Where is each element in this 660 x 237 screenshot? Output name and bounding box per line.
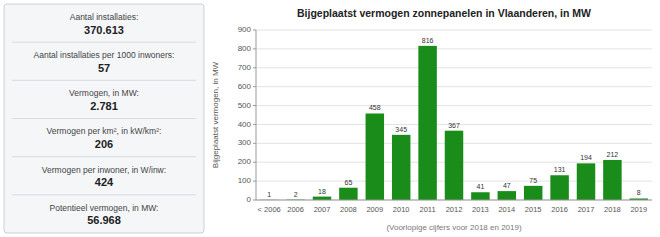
bar [392, 135, 410, 200]
y-axis: 0 100 200 300 400 500 600 700 800 900 [238, 25, 652, 204]
grid-line [256, 105, 652, 106]
x-tick-label: 2019 [630, 205, 647, 214]
key-figures-panel [4, 4, 204, 233]
data-label: 2 [294, 191, 298, 198]
y-tick-label: 500 [238, 101, 252, 110]
y-tick-label: 0 [247, 195, 252, 204]
bar [498, 191, 516, 200]
y-tick-label: 600 [238, 82, 252, 91]
data-label: 131 [554, 166, 566, 173]
bar [524, 186, 542, 200]
y-axis-label: Bijgeplaatst vermogen, in MW [211, 61, 220, 168]
key-figures: Aantal installaties: 370.613 Aantal instal… [4, 4, 204, 233]
bar [313, 197, 331, 200]
x-axis-line [256, 200, 652, 201]
y-tick-label: 700 [238, 63, 252, 72]
grid-line [256, 30, 652, 31]
y-tick-label: 900 [238, 25, 252, 34]
bar [550, 175, 568, 200]
data-labels: 1 2 18 65 458 345 816 367 41 47 75 131 194 212 8 [267, 37, 641, 198]
figure-label: Aantal installaties per 1000 inwoners: [34, 50, 175, 60]
data-label: 345 [395, 126, 407, 133]
y-tick-label: 100 [238, 176, 252, 185]
grid-line [256, 200, 652, 201]
figure-value: 206 [95, 138, 113, 150]
bar [603, 160, 621, 200]
y-tick-label: 800 [238, 44, 252, 53]
y-tick-label: 300 [238, 138, 252, 147]
x-axis-note: (Voorlopige cijfers voor 2018 en 2019) [386, 223, 522, 232]
bar [366, 113, 384, 200]
row-divider [12, 194, 196, 195]
data-label: 816 [422, 37, 434, 44]
x-tick-label: 2009 [366, 205, 383, 214]
row-divider [12, 156, 196, 157]
data-label: 212 [607, 151, 619, 158]
x-tick-label: 2007 [314, 205, 331, 214]
figure-value: 56.968 [87, 214, 121, 226]
data-label: 1 [267, 191, 271, 198]
x-tick-label: 2011 [420, 205, 436, 214]
data-label: 194 [580, 154, 592, 161]
grid-line [256, 48, 652, 49]
figure-label: Aantal installaties: [70, 12, 139, 22]
x-tick-label: 2013 [472, 205, 489, 214]
figure-value: 424 [95, 176, 114, 188]
figure-label: Vermogen per inwoner, in W/inw: [42, 165, 166, 175]
data-label: 41 [477, 183, 485, 190]
bar [471, 192, 489, 200]
bar [339, 188, 357, 200]
y-axis-line [256, 30, 257, 200]
figure-value: 370.613 [84, 24, 124, 36]
data-label: 18 [318, 188, 326, 195]
x-tick-label: 2006 [287, 205, 304, 214]
figure-label: Vermogen, in MW: [69, 88, 139, 98]
y-tick-label: 400 [238, 120, 252, 129]
x-tick-label: 2012 [446, 205, 463, 214]
data-label: 8 [637, 189, 641, 196]
bar [577, 163, 595, 200]
row-divider [12, 42, 196, 43]
data-label: 458 [369, 104, 381, 111]
x-tick-label: 2017 [578, 205, 595, 214]
data-label: 367 [448, 122, 460, 129]
row-divider [12, 80, 196, 81]
x-tick-label: 2016 [551, 205, 568, 214]
x-tick-label: 2014 [498, 205, 515, 214]
row-divider [12, 118, 196, 119]
data-label: 65 [345, 179, 353, 186]
chart-root: Aantal installaties: 370.613 Aantal instal… [0, 0, 660, 237]
chart-title: Bijgeplaatst vermogen zonnepanelen in Vl… [297, 7, 591, 19]
x-tick-label: 2008 [340, 205, 357, 214]
bar [445, 131, 463, 200]
figure-value: 57 [98, 62, 110, 74]
bar [418, 46, 436, 200]
y-tick-label: 200 [238, 157, 252, 166]
grid-line [256, 67, 652, 68]
figure-value: 2.781 [90, 100, 118, 112]
x-axis: < 2006 2006 2007 2008 2009 2010 2011 2012 2013 20… [258, 205, 648, 214]
bars [260, 46, 648, 200]
data-label: 47 [503, 182, 511, 189]
grid-line [256, 86, 652, 87]
data-label: 75 [529, 177, 537, 184]
x-tick-label: 2010 [393, 205, 410, 214]
x-tick-label: 2018 [604, 205, 621, 214]
x-tick-label: 2015 [525, 205, 542, 214]
x-tick-label: < 2006 [258, 205, 281, 214]
figure-label: Potentieel vermogen, in MW: [50, 203, 159, 213]
figure-label: Vermogen per km², in kW/km²: [47, 126, 162, 136]
